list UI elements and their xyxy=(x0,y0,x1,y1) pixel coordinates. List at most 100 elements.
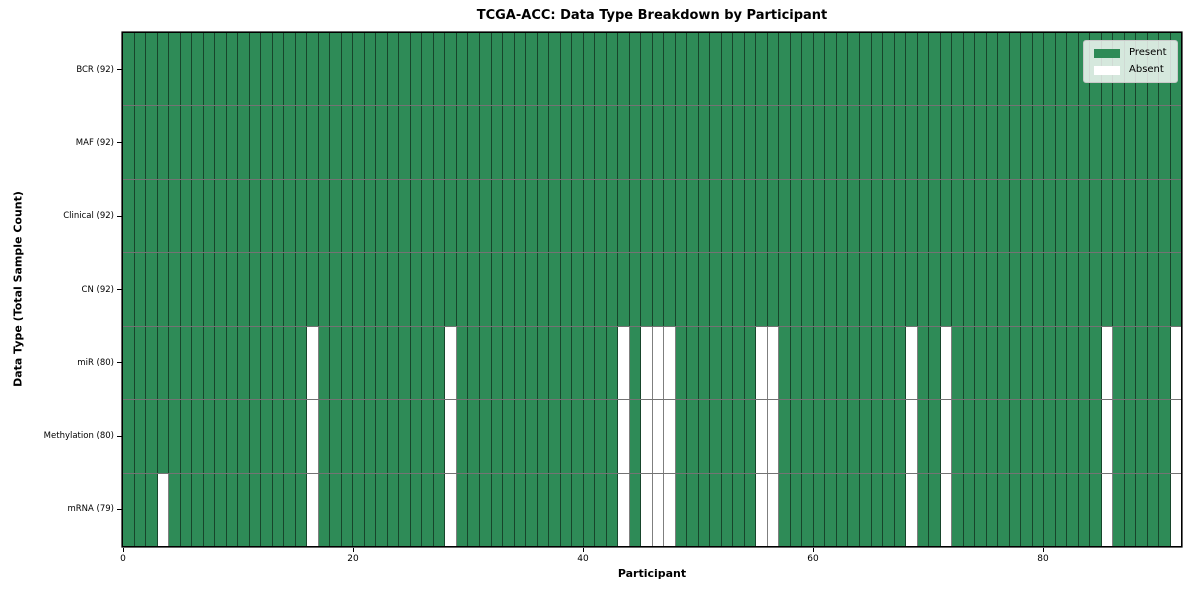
heatmap-cell xyxy=(387,473,400,546)
heatmap-cell xyxy=(468,106,480,179)
heatmap-cell xyxy=(767,400,780,473)
heatmap-cell xyxy=(226,106,239,179)
heatmap-cell xyxy=(986,326,999,400)
heatmap-cell xyxy=(733,326,745,400)
heatmap-cell xyxy=(456,33,469,106)
heatmap-cell xyxy=(491,33,504,106)
heatmap-cell xyxy=(595,400,607,473)
heatmap-cell xyxy=(468,400,480,473)
heatmap-cell xyxy=(526,106,538,179)
heatmap-cell xyxy=(1159,326,1171,400)
heatmap-cell xyxy=(952,400,964,473)
heatmap-cell xyxy=(422,326,434,400)
legend-label: Present xyxy=(1129,47,1167,58)
legend-label: Absent xyxy=(1129,64,1164,75)
heatmap-cell xyxy=(572,106,584,179)
heatmap-cell xyxy=(572,253,584,326)
heatmap-cell xyxy=(675,33,688,106)
heatmap-cell xyxy=(618,473,630,546)
heatmap-cell xyxy=(146,473,158,546)
heatmap-cell xyxy=(710,179,722,253)
heatmap-cell xyxy=(123,400,135,473)
heatmap-cell xyxy=(226,473,239,546)
heatmap-cell xyxy=(1136,179,1148,253)
heatmap-cell xyxy=(894,473,907,546)
heatmap-cell xyxy=(1136,473,1148,546)
heatmap-cell xyxy=(929,106,941,179)
heatmap-cell xyxy=(813,253,826,326)
heatmap-cell xyxy=(491,326,504,400)
heatmap-cell xyxy=(272,400,285,473)
heatmap-cell xyxy=(871,179,884,253)
heatmap-cell xyxy=(572,326,584,400)
heatmap-cell xyxy=(963,253,976,326)
heatmap-cell xyxy=(790,326,803,400)
heatmap-cell xyxy=(836,253,849,326)
heatmap-cell xyxy=(341,473,354,546)
heatmap-cell xyxy=(917,253,930,326)
heatmap-cell xyxy=(537,253,550,326)
heatmap-row-CN xyxy=(123,253,1182,327)
heatmap-cell xyxy=(629,253,642,326)
x-axis-label: Participant xyxy=(617,567,687,580)
heatmap-cell xyxy=(652,179,665,253)
heatmap-cell xyxy=(836,473,849,546)
heatmap-cell xyxy=(790,473,803,546)
heatmap-cell xyxy=(595,326,607,400)
heatmap-cell xyxy=(318,33,331,106)
heatmap-cell xyxy=(641,33,653,106)
heatmap-cell xyxy=(249,106,262,179)
heatmap-cell xyxy=(422,253,434,326)
heatmap-cell xyxy=(1090,179,1102,253)
heatmap-cell xyxy=(203,473,216,546)
heatmap-cell xyxy=(192,253,204,326)
heatmap-cell xyxy=(364,106,377,179)
heatmap-cell xyxy=(940,106,953,179)
heatmap-cell xyxy=(767,473,780,546)
heatmap-cell xyxy=(664,473,676,546)
heatmap-cell xyxy=(238,253,250,326)
heatmap-cell xyxy=(215,33,227,106)
heatmap-cell xyxy=(353,326,365,400)
heatmap-cell xyxy=(526,253,538,326)
heatmap-cell xyxy=(295,33,308,106)
heatmap-cell xyxy=(399,179,411,253)
y-tick-mark xyxy=(117,215,122,217)
heatmap-cell xyxy=(848,179,860,253)
heatmap-cell xyxy=(1055,253,1068,326)
heatmap-row-Methylation xyxy=(123,400,1182,474)
heatmap-cell xyxy=(192,326,204,400)
heatmap-cell xyxy=(1113,106,1125,179)
heatmap-cell xyxy=(975,326,987,400)
heatmap-cell xyxy=(848,473,860,546)
heatmap-cell xyxy=(952,33,964,106)
heatmap-cell xyxy=(514,33,527,106)
heatmap-cell xyxy=(675,179,688,253)
heatmap-cell xyxy=(330,326,342,400)
heatmap-cell xyxy=(261,33,273,106)
heatmap-cell xyxy=(790,106,803,179)
heatmap-cell xyxy=(583,179,596,253)
heatmap-cell xyxy=(549,33,561,106)
heatmap-cell xyxy=(123,33,135,106)
heatmap-cell xyxy=(192,400,204,473)
heatmap-cell xyxy=(906,33,918,106)
heatmap-cell xyxy=(1009,473,1022,546)
heatmap-cell xyxy=(664,179,676,253)
heatmap-cell xyxy=(1170,179,1182,253)
x-tick-mark xyxy=(352,548,354,552)
heatmap-cell xyxy=(998,33,1010,106)
heatmap-cell xyxy=(583,400,596,473)
heatmap-cell xyxy=(1170,106,1182,179)
heatmap-cell xyxy=(169,473,181,546)
heatmap-cell xyxy=(813,33,826,106)
heatmap-cell xyxy=(756,253,768,326)
heatmap-cell xyxy=(272,179,285,253)
heatmap-cell xyxy=(1136,106,1148,179)
y-tick-label: Methylation (80) xyxy=(43,431,114,442)
heatmap-cell xyxy=(1067,253,1079,326)
heatmap-cell xyxy=(894,33,907,106)
heatmap-cell xyxy=(629,179,642,253)
heatmap-cell xyxy=(284,179,296,253)
heatmap-cell xyxy=(330,33,342,106)
